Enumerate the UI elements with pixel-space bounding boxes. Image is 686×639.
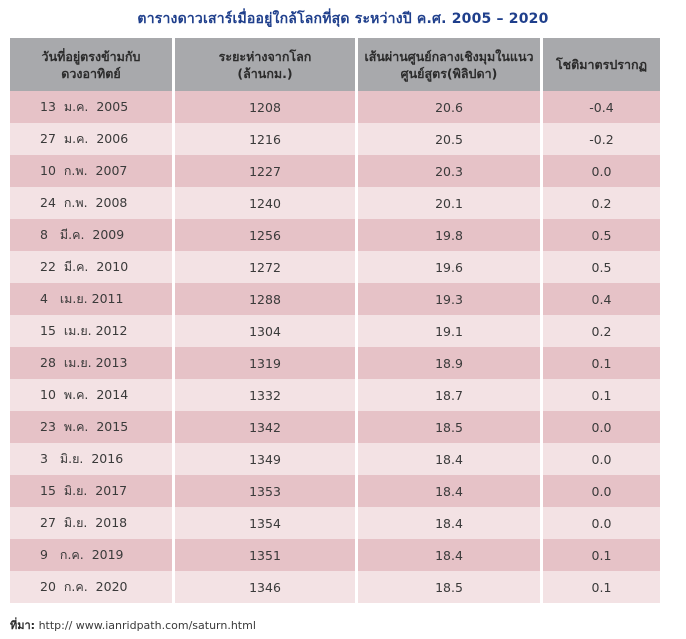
cell-magnitude: 0.2 bbox=[543, 315, 660, 347]
cell-diameter: 18.5 bbox=[358, 571, 543, 603]
cell-diameter: 18.4 bbox=[358, 475, 543, 507]
cell-distance: 1240 bbox=[175, 187, 358, 219]
table-body: 13 ม.ค. 2005 1208 20.6 -0.4 27 ม.ค. 2006 1216… bbox=[10, 91, 660, 603]
cell-date: 23 พ.ค. 2015 bbox=[10, 411, 175, 443]
cell-date: 15 มิ.ย. 2017 bbox=[10, 475, 175, 507]
cell-magnitude: 0.1 bbox=[543, 539, 660, 571]
table-title: ตารางดาวเสาร์เมื่ออยู่ใกล้โลกที่สุด ระหว… bbox=[137, 11, 549, 27]
cell-date: 27 มิ.ย. 2018 bbox=[10, 507, 175, 539]
cell-distance: 1216 bbox=[175, 123, 358, 155]
header-diameter-line1: เส้นผ่านศูนย์กลางเชิงมุมในแนว bbox=[364, 48, 534, 64]
source-url: http:// www.ianridpath.com/saturn.html bbox=[38, 619, 256, 632]
cell-diameter: 20.6 bbox=[358, 91, 543, 123]
header-distance: ระยะห่างจากโลก (ล้านกม.) bbox=[175, 38, 358, 91]
cell-date: 4 เม.ย. 2011 bbox=[10, 283, 175, 315]
cell-date: 27 ม.ค. 2006 bbox=[10, 123, 175, 155]
cell-date: 15 เม.ย. 2012 bbox=[10, 315, 175, 347]
table-row: 3 มิ.ย. 2016 1349 18.4 0.0 bbox=[10, 443, 660, 475]
cell-diameter: 20.3 bbox=[358, 155, 543, 187]
cell-date: 3 มิ.ย. 2016 bbox=[10, 443, 175, 475]
header-distance-line1: ระยะห่างจากโลก bbox=[218, 48, 312, 64]
cell-magnitude: 0.0 bbox=[543, 443, 660, 475]
table-row: 23 พ.ค. 2015 1342 18.5 0.0 bbox=[10, 411, 660, 443]
cell-diameter: 18.4 bbox=[358, 539, 543, 571]
table-row: 10 พ.ค. 2014 1332 18.7 0.1 bbox=[10, 379, 660, 411]
table-row: 4 เม.ย. 2011 1288 19.3 0.4 bbox=[10, 283, 660, 315]
cell-diameter: 20.1 bbox=[358, 187, 543, 219]
cell-date: 13 ม.ค. 2005 bbox=[10, 91, 175, 123]
table-row: 24 ก.พ. 2008 1240 20.1 0.2 bbox=[10, 187, 660, 219]
cell-magnitude: 0.2 bbox=[543, 187, 660, 219]
cell-diameter: 18.4 bbox=[358, 443, 543, 475]
cell-magnitude: 0.1 bbox=[543, 379, 660, 411]
cell-date: 20 ก.ค. 2020 bbox=[10, 571, 175, 603]
cell-distance: 1304 bbox=[175, 315, 358, 347]
cell-distance: 1288 bbox=[175, 283, 358, 315]
cell-distance: 1346 bbox=[175, 571, 358, 603]
cell-distance: 1319 bbox=[175, 347, 358, 379]
cell-distance: 1354 bbox=[175, 507, 358, 539]
source-label: ที่มา: bbox=[10, 619, 36, 632]
table-row: 15 มิ.ย. 2017 1353 18.4 0.0 bbox=[10, 475, 660, 507]
cell-diameter: 19.6 bbox=[358, 251, 543, 283]
cell-diameter: 18.9 bbox=[358, 347, 543, 379]
cell-date: 28 เม.ย. 2013 bbox=[10, 347, 175, 379]
table-row: 9 ก.ค. 2019 1351 18.4 0.1 bbox=[10, 539, 660, 571]
cell-date: 8 มี.ค. 2009 bbox=[10, 219, 175, 251]
table-row: 28 เม.ย. 2013 1319 18.9 0.1 bbox=[10, 347, 660, 379]
header-date: วันที่อยู่ตรงข้ามกับ ดวงอาทิตย์ bbox=[10, 38, 175, 91]
cell-distance: 1353 bbox=[175, 475, 358, 507]
cell-diameter: 19.1 bbox=[358, 315, 543, 347]
table-row: 27 มิ.ย. 2018 1354 18.4 0.0 bbox=[10, 507, 660, 539]
cell-magnitude: 0.1 bbox=[543, 571, 660, 603]
cell-diameter: 18.4 bbox=[358, 507, 543, 539]
cell-magnitude: 0.4 bbox=[543, 283, 660, 315]
cell-magnitude: 0.5 bbox=[543, 219, 660, 251]
cell-distance: 1227 bbox=[175, 155, 358, 187]
table-row: 27 ม.ค. 2006 1216 20.5 -0.2 bbox=[10, 123, 660, 155]
cell-distance: 1342 bbox=[175, 411, 358, 443]
cell-date: 24 ก.พ. 2008 bbox=[10, 187, 175, 219]
saturn-opposition-table: วันที่อยู่ตรงข้ามกับ ดวงอาทิตย์ ระยะห่าง… bbox=[10, 38, 660, 603]
header-date-line2: ดวงอาทิตย์ bbox=[61, 65, 121, 81]
cell-date: 9 ก.ค. 2019 bbox=[10, 539, 175, 571]
cell-diameter: 18.7 bbox=[358, 379, 543, 411]
cell-magnitude: 0.0 bbox=[543, 475, 660, 507]
header-magnitude: โชติมาตรปรากฏ bbox=[543, 38, 660, 91]
cell-distance: 1272 bbox=[175, 251, 358, 283]
cell-distance: 1349 bbox=[175, 443, 358, 475]
cell-distance: 1332 bbox=[175, 379, 358, 411]
cell-magnitude: 0.5 bbox=[543, 251, 660, 283]
cell-magnitude: 0.0 bbox=[543, 507, 660, 539]
header-diameter: เส้นผ่านศูนย์กลางเชิงมุมในแนว ศูนย์สูตร(… bbox=[358, 38, 543, 91]
cell-diameter: 18.5 bbox=[358, 411, 543, 443]
cell-diameter: 19.3 bbox=[358, 283, 543, 315]
cell-magnitude: -0.4 bbox=[543, 91, 660, 123]
table-row: 20 ก.ค. 2020 1346 18.5 0.1 bbox=[10, 571, 660, 603]
table-row: 22 มี.ค. 2010 1272 19.6 0.5 bbox=[10, 251, 660, 283]
header-distance-line2: (ล้านกม.) bbox=[237, 65, 293, 81]
cell-date: 22 มี.ค. 2010 bbox=[10, 251, 175, 283]
cell-diameter: 19.8 bbox=[358, 219, 543, 251]
header-row: วันที่อยู่ตรงข้ามกับ ดวงอาทิตย์ ระยะห่าง… bbox=[10, 38, 660, 91]
cell-date: 10 พ.ค. 2014 bbox=[10, 379, 175, 411]
cell-magnitude: 0.1 bbox=[543, 347, 660, 379]
cell-diameter: 20.5 bbox=[358, 123, 543, 155]
table-row: 8 มี.ค. 2009 1256 19.8 0.5 bbox=[10, 219, 660, 251]
cell-magnitude: 0.0 bbox=[543, 411, 660, 443]
table-row: 10 ก.พ. 2007 1227 20.3 0.0 bbox=[10, 155, 660, 187]
source-note: ที่มา: http:// www.ianridpath.com/saturn… bbox=[10, 616, 256, 634]
header-magnitude-line1: โชติมาตรปรากฏ bbox=[555, 57, 648, 72]
table-row: 13 ม.ค. 2005 1208 20.6 -0.4 bbox=[10, 91, 660, 123]
cell-distance: 1351 bbox=[175, 539, 358, 571]
header-date-line1: วันที่อยู่ตรงข้ามกับ bbox=[41, 48, 141, 64]
cell-distance: 1208 bbox=[175, 91, 358, 123]
cell-date: 10 ก.พ. 2007 bbox=[10, 155, 175, 187]
table-row: 15 เม.ย. 2012 1304 19.1 0.2 bbox=[10, 315, 660, 347]
cell-magnitude: 0.0 bbox=[543, 155, 660, 187]
cell-magnitude: -0.2 bbox=[543, 123, 660, 155]
cell-distance: 1256 bbox=[175, 219, 358, 251]
header-diameter-line2: ศูนย์สูตร(พิลิปดา) bbox=[400, 65, 498, 81]
